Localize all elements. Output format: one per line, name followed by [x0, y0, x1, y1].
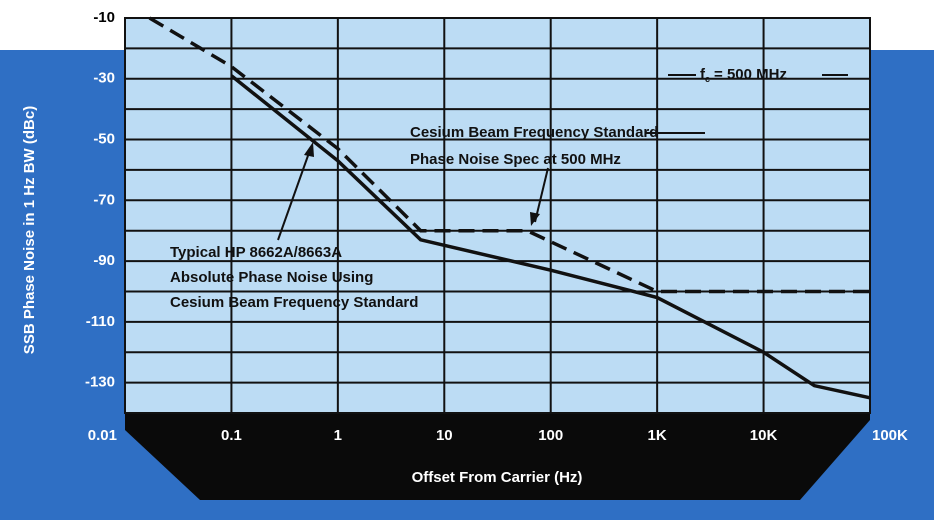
- annotation: Typical HP 8662A/8663A: [170, 244, 342, 261]
- x-tick-label: 1: [334, 427, 342, 444]
- x-tick-label: 10: [436, 427, 453, 444]
- leader: [534, 167, 549, 223]
- leader: [277, 149, 311, 241]
- annotation: Cesium Beam Frequency Standard: [170, 294, 418, 311]
- arrowhead: [304, 142, 314, 157]
- annotation: Cesium Beam Frequency Standard: [410, 124, 658, 141]
- plot-frame: [124, 17, 871, 414]
- series-line: [230, 74, 871, 400]
- annotation-part: = 500 MHz: [714, 66, 787, 83]
- y-axis-label: SSB Phase Noise in 1 Hz BW (dBc): [21, 106, 38, 354]
- y-tick-label: -30: [93, 70, 115, 87]
- x-axis-label: Offset From Carrier (Hz): [412, 469, 583, 486]
- x-tick-label: 0.01: [88, 427, 117, 444]
- y-tick-label: -90: [93, 252, 115, 269]
- y-tick-label: -50: [93, 131, 115, 148]
- series-line: [148, 16, 870, 294]
- x-tick-label: 1K: [648, 427, 667, 444]
- y-tick-label: -110: [86, 313, 115, 330]
- y-tick-label: -70: [93, 191, 115, 208]
- arrowhead: [530, 212, 540, 226]
- annotation: Phase Noise Spec at 500 MHz: [410, 151, 621, 168]
- annotation: fc = 500 MHz: [700, 66, 787, 84]
- annotation: Absolute Phase Noise Using: [170, 269, 373, 286]
- y-tick-label: -130: [85, 374, 115, 391]
- x-tick-label: 100: [538, 427, 563, 444]
- y-tick-label: -10: [93, 9, 115, 26]
- x-tick-label: 100K: [872, 427, 908, 444]
- x-tick-label: 10K: [750, 427, 778, 444]
- x-axis-band: [125, 413, 870, 500]
- annotation-part: c: [705, 74, 710, 84]
- plot-area: [125, 18, 870, 413]
- x-tick-label: 0.1: [221, 427, 242, 444]
- annotation-part: f: [700, 66, 706, 83]
